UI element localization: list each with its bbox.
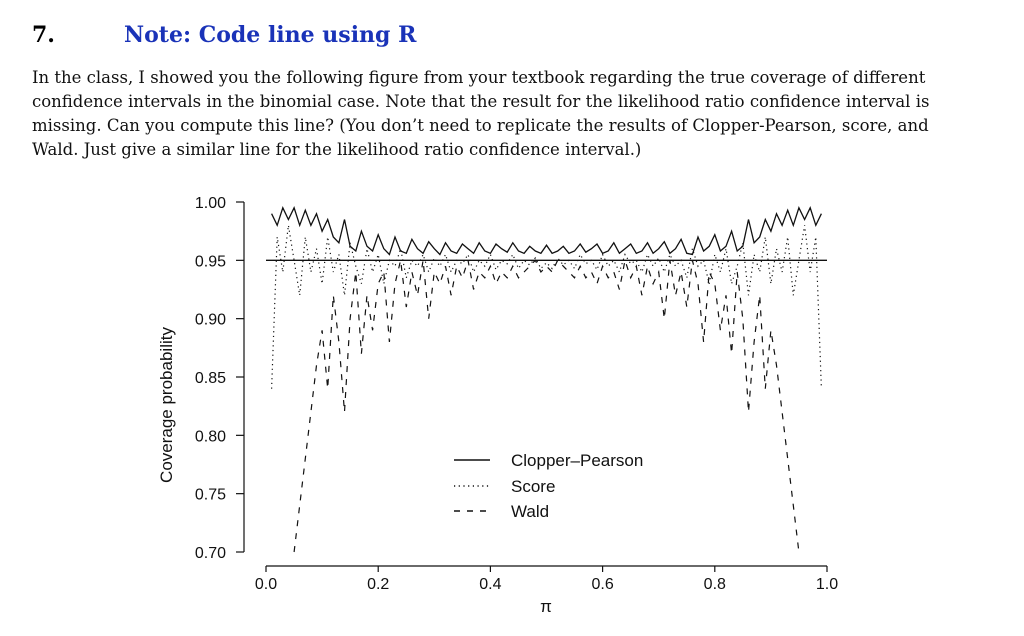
body-line-4: Wald. Just give a similar line for the l… bbox=[32, 140, 642, 159]
series-lines bbox=[271, 206, 822, 553]
x-tick-label: 0.0 bbox=[255, 576, 277, 593]
legend-label: Score bbox=[511, 477, 555, 496]
question-title: Note: Code line using R bbox=[124, 22, 417, 48]
y-tick-label: 0.85 bbox=[195, 370, 226, 387]
x-tick-label: 1.0 bbox=[816, 576, 838, 593]
body-line-2: confidence intervals in the binomial cas… bbox=[32, 92, 930, 111]
y-tick-label: 0.80 bbox=[195, 428, 226, 445]
x-tick-label: 0.4 bbox=[479, 576, 501, 593]
question-body: In the class, I showed you the following… bbox=[32, 66, 992, 162]
y-tick-label: 1.00 bbox=[195, 195, 226, 212]
y-tick-label: 0.75 bbox=[195, 487, 226, 504]
legend-label: Clopper–Pearson bbox=[511, 451, 643, 470]
x-axis-label: π bbox=[540, 597, 552, 616]
x-tick-label: 0.6 bbox=[591, 576, 613, 593]
legend: Clopper–Pearson Score Wald bbox=[454, 451, 643, 521]
y-axis-label: Coverage probability bbox=[157, 327, 176, 483]
y-tick-label: 0.95 bbox=[195, 253, 226, 270]
axes: 1.00 0.95 0.90 0.85 0.80 0.75 0.70 0.0 0.2 0.4 0.6… bbox=[195, 195, 838, 593]
y-tick-label: 0.70 bbox=[195, 545, 226, 562]
x-tick-label: 0.2 bbox=[367, 576, 389, 593]
question-header: 7. Note: Code line using R bbox=[32, 22, 416, 48]
body-line-1: In the class, I showed you the following… bbox=[32, 68, 926, 87]
body-line-3: missing. Can you compute this line? (You… bbox=[32, 116, 929, 135]
legend-label: Wald bbox=[511, 502, 549, 521]
y-tick-label: 0.90 bbox=[195, 312, 226, 329]
series-line-solid bbox=[271, 206, 822, 256]
question-number: 7. bbox=[32, 22, 55, 48]
x-tick-label: 0.8 bbox=[704, 576, 726, 593]
